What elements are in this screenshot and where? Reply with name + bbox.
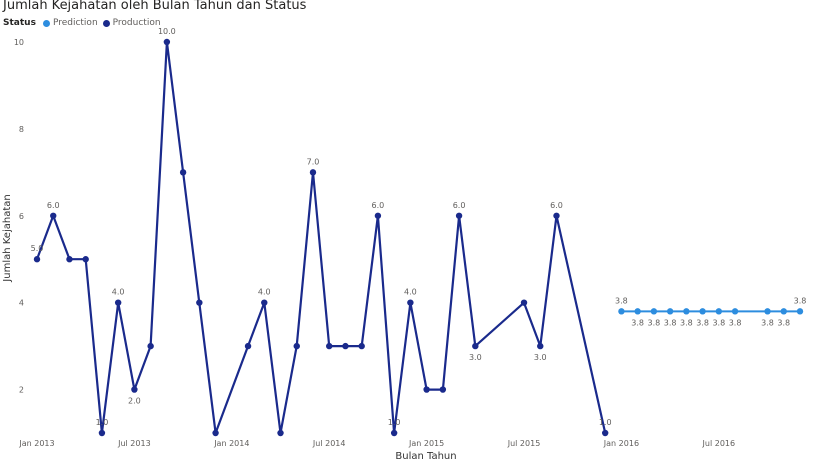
data-point-production[interactable] [390,429,398,437]
y-tick-label: 2 [19,386,24,395]
x-tick-label: Jul 2016 [702,439,736,448]
data-point-prediction[interactable] [731,308,739,315]
data-point-prediction[interactable] [634,308,641,315]
data-point-production[interactable] [358,342,365,350]
data-label-prediction: 3.8 [696,318,709,327]
data-point-production[interactable] [309,169,317,176]
data-label-production: 7.0 [307,157,320,166]
data-label-production: 4.0 [404,288,417,297]
chart-title: Jumlah Kejahatan oleh Bulan Tahun dan St… [3,0,307,13]
data-point-production[interactable] [196,299,203,306]
x-tick-label: Jul 2013 [117,439,151,448]
data-label-production: 4.0 [258,288,271,297]
data-point-production[interactable] [98,429,106,437]
y-axis-ticks: 2 4 6 8 10 [14,38,24,395]
data-point-prediction[interactable] [699,308,706,315]
legend-label-prediction: Prediction [52,18,98,28]
y-tick-label: 4 [19,299,24,308]
data-label-production: 6.0 [372,201,385,210]
data-label-prediction: 3.8 [664,318,677,327]
data-point-production[interactable] [407,299,414,306]
data-point-production[interactable] [601,429,609,437]
data-label-prediction: 3.8 [777,318,790,327]
x-tick-label: Jul 2014 [312,439,346,448]
data-point-production[interactable] [374,212,382,219]
data-label-prediction: 3.8 [729,318,742,327]
legend-marker-prediction [42,19,50,27]
data-label-production: 2.0 [128,397,141,406]
data-label-prediction: 3.8 [631,318,644,327]
data-label-production: 10.0 [158,27,176,36]
data-label-prediction: 3.8 [680,318,693,327]
data-point-production[interactable] [455,212,463,219]
data-labels: 5.0 6.0 1.0 4.0 2.0 10.0 4.0 7.0 6.0 1.0 4.0 6.0 3.0… [31,27,807,427]
y-tick-label: 10 [14,38,24,47]
data-point-production[interactable] [244,342,252,350]
data-point-prediction[interactable] [796,308,804,315]
data-point-prediction[interactable] [683,308,690,315]
y-tick-label: 6 [19,212,24,221]
data-label-production: 6.0 [453,201,466,210]
data-point-production[interactable] [326,342,333,350]
data-point-production[interactable] [261,299,268,306]
data-label-prediction: 3.8 [761,318,774,327]
data-label-prediction: 3.8 [712,318,725,327]
data-point-production[interactable] [147,342,154,350]
y-axis-title: Jumlah Kejahatan [2,194,13,282]
x-axis-title: Bulan Tahun [395,451,456,461]
data-point-production[interactable] [114,299,122,306]
legend-item-prediction[interactable]: Prediction [41,18,98,28]
data-point-production[interactable] [342,342,349,350]
data-label-production: 6.0 [550,201,563,210]
legend-marker-production [102,19,110,27]
data-label-prediction: 3.8 [615,296,628,305]
y-tick-label: 8 [19,125,24,134]
data-label-production: 4.0 [112,288,125,297]
data-point-prediction[interactable] [666,308,674,315]
series-line-production [35,40,607,435]
series-layer [33,38,804,437]
x-tick-label: Jan 2016 [603,439,639,448]
data-point-production[interactable] [82,256,89,263]
data-point-production[interactable] [163,38,171,46]
data-point-production[interactable] [537,342,544,350]
data-label-production: 6.0 [47,201,60,210]
data-label-production: 1.0 [599,418,612,427]
x-tick-label: Jan 2013 [18,439,54,448]
legend-title: Status [3,18,36,28]
data-point-prediction[interactable] [764,308,771,315]
data-point-production[interactable] [277,429,284,437]
data-point-prediction[interactable] [715,308,723,315]
data-point-prediction[interactable] [650,308,658,315]
data-label-prediction: 3.8 [794,296,807,305]
data-label-production: 1.0 [96,418,109,427]
legend: Status Prediction Production [3,18,161,28]
data-label-production: 5.0 [31,244,44,253]
data-label-production: 1.0 [388,418,401,427]
x-tick-label: Jul 2015 [507,439,541,448]
data-point-production[interactable] [50,212,57,219]
data-point-production[interactable] [212,429,219,437]
legend-item-production[interactable]: Production [101,18,161,28]
data-point-production[interactable] [66,256,73,263]
data-point-production[interactable] [293,342,300,350]
data-point-production[interactable] [520,299,528,306]
data-label-prediction: 3.8 [648,318,661,327]
data-point-production[interactable] [131,386,138,393]
data-label-production: 3.0 [469,353,482,362]
data-point-prediction[interactable] [780,308,787,315]
data-label-production: 3.0 [534,353,547,362]
data-point-production[interactable] [553,212,560,219]
data-point-production[interactable] [179,169,187,176]
x-tick-label: Jan 2014 [213,439,249,448]
data-point-production[interactable] [439,386,447,393]
x-tick-label: Jan 2015 [408,439,444,448]
data-point-production[interactable] [472,342,479,350]
data-point-prediction[interactable] [618,308,625,315]
legend-label-production: Production [112,18,161,28]
data-point-production[interactable] [423,386,430,393]
x-axis-ticks: Jan 2013 Jul 2013 Jan 2014 Jul 2014 Jan 2015… [18,439,735,448]
data-point-production[interactable] [33,256,41,263]
